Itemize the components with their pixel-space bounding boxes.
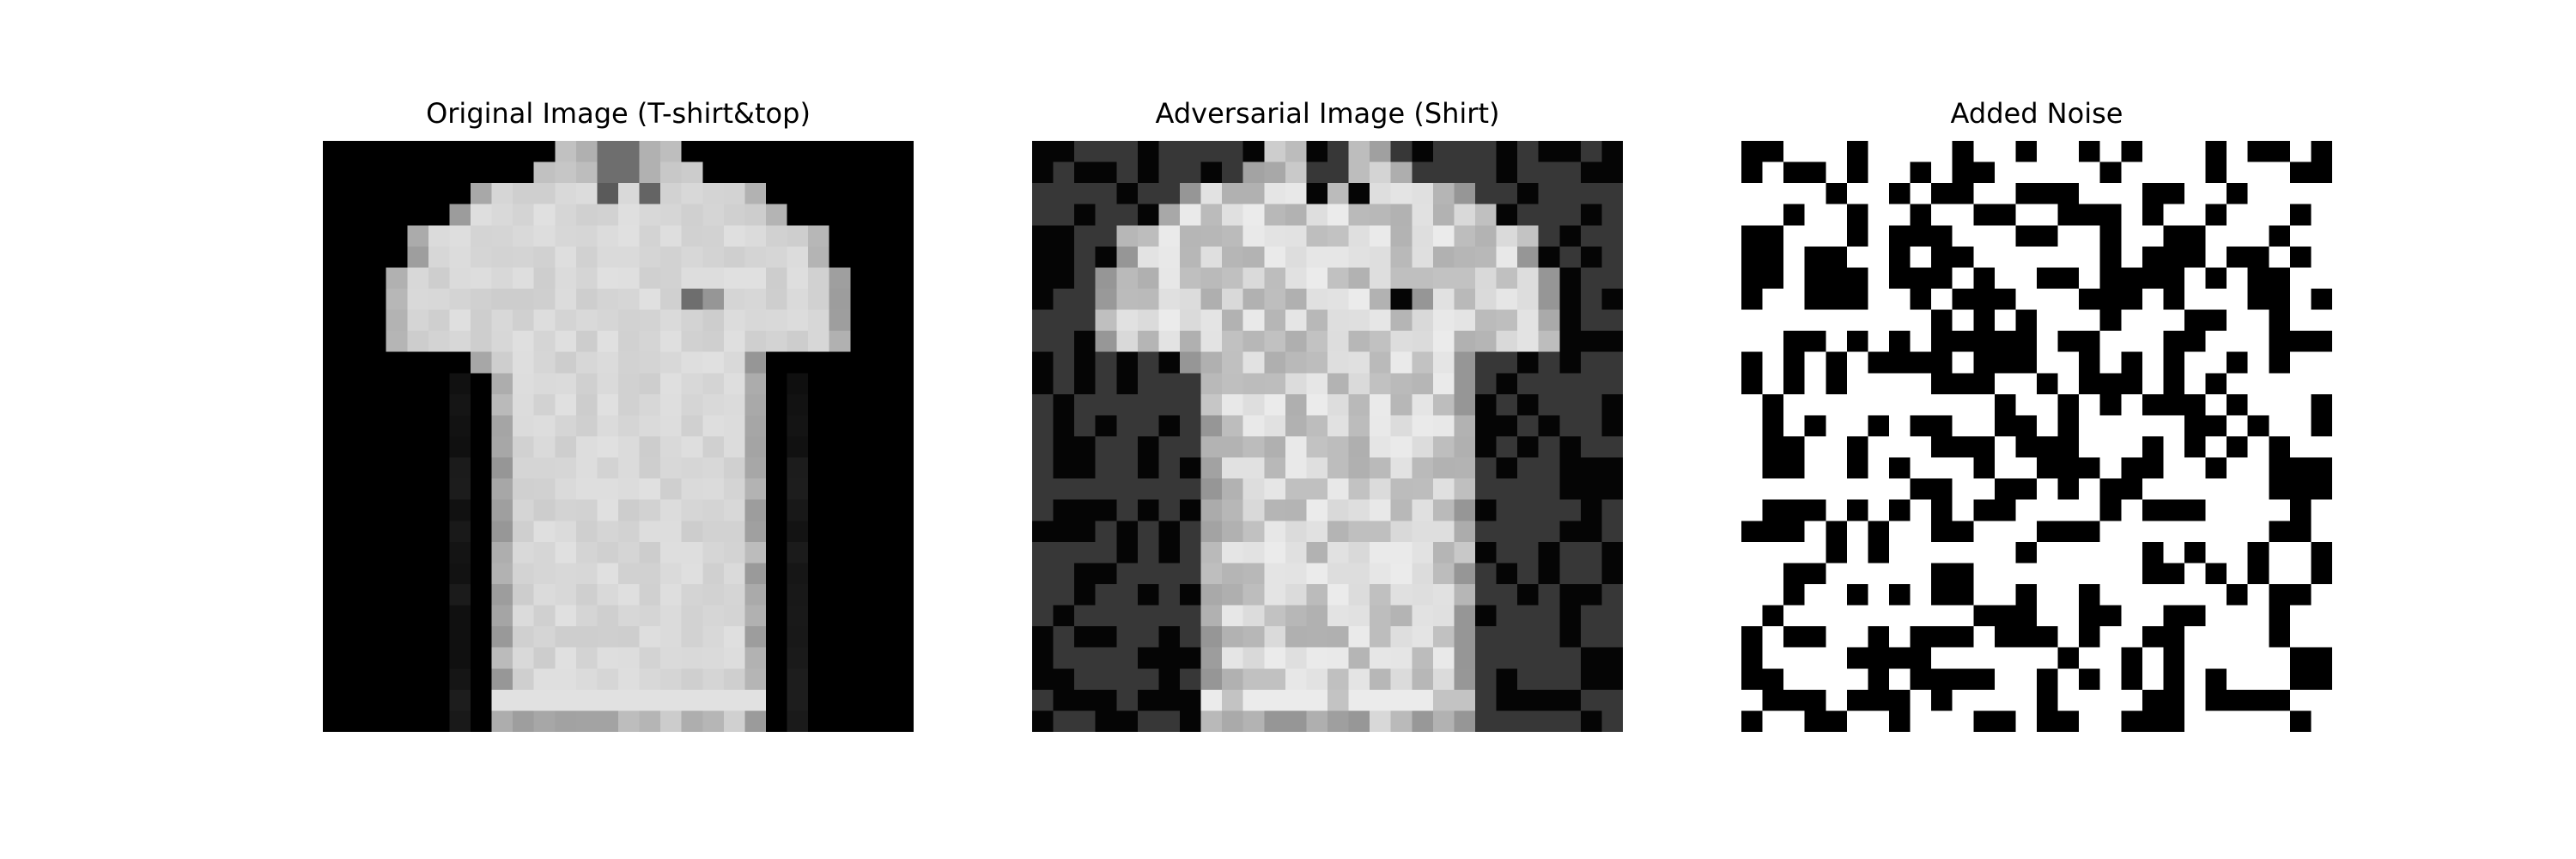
panel-title-original: Original Image (T-shirt&top) — [426, 97, 811, 130]
panel-added-noise: Added Noise — [1741, 0, 2332, 859]
panel-adversarial-image: Adversarial Image (Shirt) — [1032, 0, 1623, 859]
panel-title-noise: Added Noise — [1950, 97, 2123, 130]
adversarial-shirt-image — [1032, 141, 1623, 732]
added-noise-image — [1741, 141, 2332, 732]
panel-title-adversarial: Adversarial Image (Shirt) — [1155, 97, 1500, 130]
original-tshirt-image — [323, 141, 914, 732]
panel-original-image: Original Image (T-shirt&top) — [323, 0, 914, 859]
